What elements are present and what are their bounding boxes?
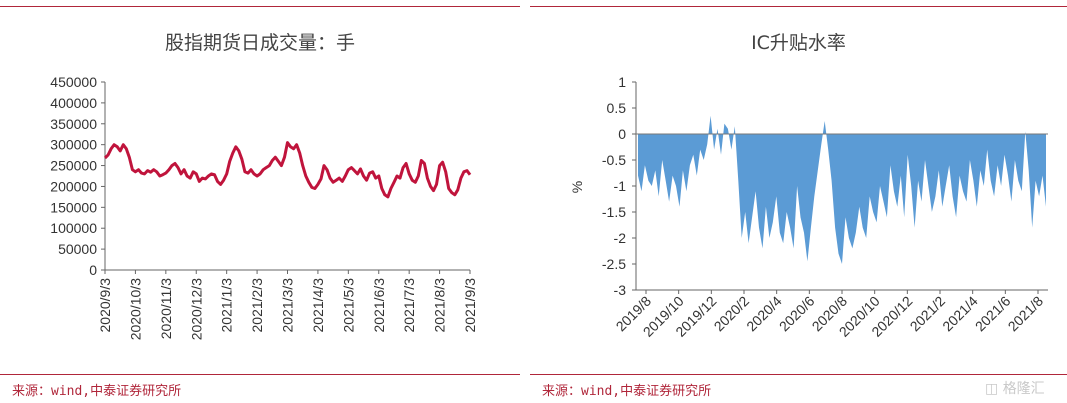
bottom-rule	[530, 374, 1067, 375]
y-tick-label: 150000	[50, 199, 97, 215]
y-tick-label: 0	[89, 262, 97, 278]
source-note: 来源：wind,中泰证券研究所	[542, 384, 712, 399]
x-tick-label: 2021/2	[907, 293, 949, 335]
top-rule	[530, 6, 1067, 7]
x-tick-label: 2021/1/3	[219, 278, 235, 333]
x-tick-label: 2021/8/3	[432, 278, 448, 333]
y-tick-label: 350000	[50, 116, 97, 132]
y-tick-label: 250000	[50, 158, 97, 174]
x-tick-label: 2020/4	[743, 293, 785, 335]
x-tick-label: 2021/2/3	[249, 278, 265, 333]
basis-series-area	[638, 115, 1046, 264]
top-rule	[0, 6, 520, 7]
y-tick-label: -0.5	[602, 152, 626, 168]
x-tick-label: 2020/9/3	[97, 278, 113, 333]
x-tick-label: 2021/9/3	[462, 278, 478, 333]
y-tick-label: -1	[614, 178, 627, 194]
y-tick-label: 300000	[50, 137, 97, 153]
y-tick-label: 0.5	[607, 100, 627, 116]
watermark-logo: ◫ 格隆汇	[985, 381, 1045, 397]
y-tick-label: 400000	[50, 95, 97, 111]
x-tick-label: 2021/4/3	[310, 278, 326, 333]
x-tick-label: 2020/11/3	[158, 278, 174, 339]
y-tick-label: 450000	[50, 74, 97, 90]
ic-basis-area-chart: 10.50-0.5-1-1.5-2-2.5-3 2019/82019/10201…	[569, 74, 1048, 340]
x-tick-label: 2021/8	[1005, 293, 1047, 335]
chart-title: 股指期货日成交量：手	[164, 32, 355, 54]
x-tick-label: 2020/12/3	[188, 278, 204, 340]
volume-series-line	[103, 141, 472, 199]
y-tick-label: 0	[618, 126, 626, 142]
y-tick-label: -3	[614, 282, 627, 298]
chart-title: IC升贴水率	[751, 32, 846, 54]
x-tick-label: 2020/10/3	[127, 278, 143, 340]
y-tick-label: 100000	[50, 220, 97, 236]
y-tick-label: 200000	[50, 178, 97, 194]
x-tick-label: 2021/7/3	[401, 278, 417, 333]
x-tick-label: 2021/3/3	[280, 278, 296, 333]
y-axis-label: %	[569, 181, 585, 193]
x-tick-label: 2020/6	[776, 293, 818, 335]
ic-basis-chart-panel: IC升贴水率 1 0.5 0 -0.5 -1 -1.5 -2 -2.5 -3 2019/8 201…	[530, 0, 1067, 403]
volume-line-chart: 0 50000 100000 150000 200000 250000 300000 3500…	[50, 74, 478, 340]
watermark-text: 格隆汇	[1002, 381, 1045, 397]
x-tick-label: 2020/2	[711, 293, 753, 335]
volume-chart-panel: 股指期货日成交量：手 0 50000 100000 150000 200000 25000…	[0, 0, 520, 403]
x-tick-label: 2021/4	[939, 293, 981, 335]
y-tick-label: -1.5	[602, 204, 626, 220]
x-tick-label: 2021/6/3	[371, 278, 387, 333]
x-tick-label: 2021/5/3	[340, 278, 356, 333]
x-tick-label: 2021/6	[972, 293, 1014, 335]
y-tick-label: 1	[618, 74, 626, 90]
source-note: 来源：wind,中泰证券研究所	[12, 384, 182, 399]
y-tick-label: -2.5	[602, 256, 626, 272]
bottom-rule	[0, 374, 520, 375]
y-tick-label: -2	[614, 230, 627, 246]
y-tick-label: 50000	[58, 241, 97, 257]
